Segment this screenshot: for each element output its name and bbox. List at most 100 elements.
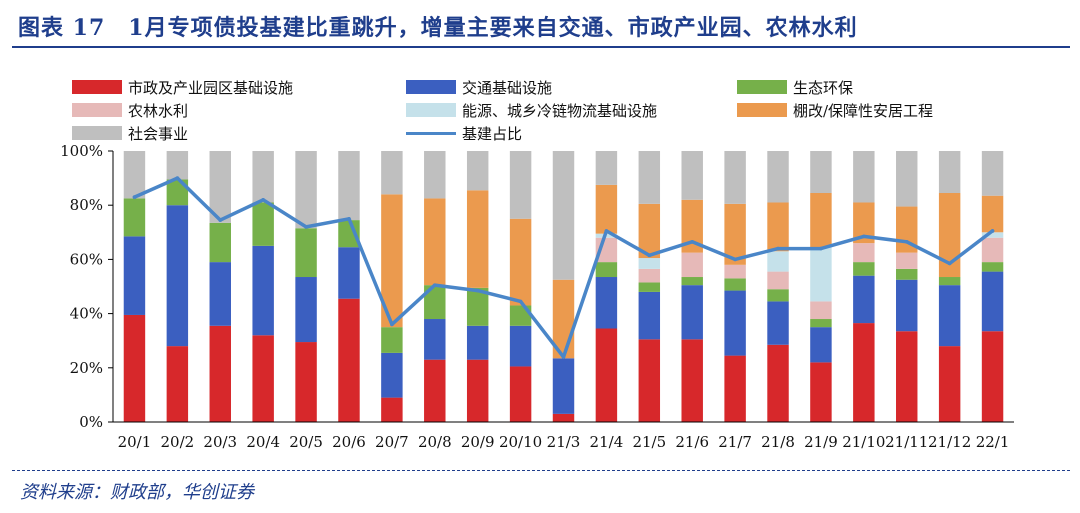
bar-segment [638, 151, 661, 204]
bar-segment [938, 193, 961, 278]
legend-swatch [72, 103, 122, 117]
x-tick-label: 21/6 [675, 433, 709, 451]
bar-segment [295, 342, 317, 422]
bar-segment [424, 319, 446, 360]
bar-segment [338, 151, 360, 221]
bar-segment [896, 279, 918, 332]
y-tick-label: 80% [70, 196, 103, 214]
infra-share-point [304, 225, 308, 229]
y-tick-label: 0% [79, 413, 103, 431]
bar-segment [509, 151, 532, 219]
bar-segment [509, 325, 532, 367]
legend-label: 社会事业 [128, 124, 189, 143]
bar-segment [252, 335, 274, 422]
bar-segment [252, 202, 274, 246]
bar-segment [681, 252, 703, 278]
bar-segment [209, 222, 231, 263]
bar-segment [681, 339, 703, 422]
bar-segment [938, 151, 961, 194]
y-tick-label: 40% [70, 305, 103, 323]
legend-item-municipal: 市政及产业园区基础设施 [72, 76, 293, 98]
x-tick-label: 21/8 [761, 433, 795, 451]
bar-segment [123, 198, 146, 237]
x-tick-label: 20/9 [461, 433, 495, 451]
bar-segment [595, 277, 618, 329]
x-tick-label: 21/10 [842, 433, 885, 451]
bar-segment [681, 199, 703, 253]
bar-segment [123, 236, 146, 315]
bar-segment [896, 151, 918, 207]
x-tick-label: 22/1 [976, 433, 1010, 451]
x-tick-label: 20/2 [161, 433, 195, 451]
bar-segment [552, 151, 575, 280]
legend-swatch [737, 103, 787, 117]
bar-segment [767, 289, 789, 302]
bar-segment [767, 151, 789, 203]
bar-segment [896, 252, 918, 269]
x-tick-label: 20/6 [332, 433, 366, 451]
legend-item-housing: 棚改/保障性安居工程 [737, 99, 933, 121]
bar-segment [466, 287, 489, 326]
infra-share-point [518, 299, 523, 304]
bar-segment [466, 325, 489, 360]
bar-segment [810, 362, 832, 422]
bar-segment [466, 359, 489, 422]
x-tick-label: 20/7 [375, 433, 409, 451]
legend-label: 能源、城乡冷链物流基础设施 [462, 101, 658, 120]
bar-segment [938, 285, 961, 347]
source-divider [12, 470, 1070, 472]
bar-segment [724, 264, 746, 279]
bar-segment [724, 151, 746, 204]
infra-share-point [390, 322, 394, 327]
bar-segment [767, 251, 789, 272]
bar-segment [252, 151, 274, 203]
bar-segment [724, 278, 746, 291]
infra-share-point [432, 283, 437, 287]
legend-item-agri: 农林水利 [72, 99, 188, 121]
legend-line-swatch [406, 131, 456, 135]
bar-segment [810, 319, 832, 328]
bar-segment [466, 151, 489, 191]
legend-label: 基建占比 [462, 124, 523, 143]
legend-swatch [406, 80, 456, 94]
bar-segment [981, 195, 1004, 233]
bar-segment [853, 323, 875, 422]
bar-segment [767, 202, 789, 252]
bar-segment [123, 151, 146, 199]
bar-segment [381, 194, 403, 328]
bar-segment [166, 205, 189, 347]
y-tick-label: 20% [70, 359, 103, 377]
bar-segment [810, 301, 832, 320]
bar-segment [424, 198, 446, 286]
bar-segment [209, 325, 231, 422]
stacked-bar-chart: 0% 20% 40% 60% 80% 100% 20/1 20/2 20/3 20/4 20/5 20… [60, 142, 1014, 451]
legend-swatch [406, 103, 456, 117]
infra-share-point [475, 288, 480, 293]
bar-segment [638, 203, 661, 259]
x-tick-label: 20/10 [499, 433, 542, 451]
x-tick-label: 21/11 [885, 433, 928, 451]
infra-share-point [947, 261, 952, 266]
bar-segment [853, 262, 875, 276]
bar-segment [724, 355, 746, 422]
legend-label: 生态环保 [793, 78, 854, 97]
bar-segment [424, 151, 446, 199]
bar-segment [295, 151, 317, 229]
x-tick-label: 20/4 [246, 433, 280, 451]
x-tick-label: 20/1 [118, 433, 152, 451]
bar-segment [595, 151, 618, 185]
bar-segment [209, 262, 231, 326]
bar-segment [123, 314, 146, 422]
bar-segment [166, 151, 189, 180]
bar-segment [381, 327, 403, 353]
bar-segment [981, 271, 1004, 332]
bar-segment [981, 237, 1004, 263]
bar-segment [595, 262, 618, 278]
x-tick-label: 21/4 [590, 433, 624, 451]
bar-segment [681, 277, 703, 286]
bar-segment [424, 359, 446, 422]
infra-share-point [990, 229, 995, 233]
bar-segment [295, 277, 317, 343]
bar-segment [252, 245, 274, 336]
bar-segment [938, 346, 961, 422]
